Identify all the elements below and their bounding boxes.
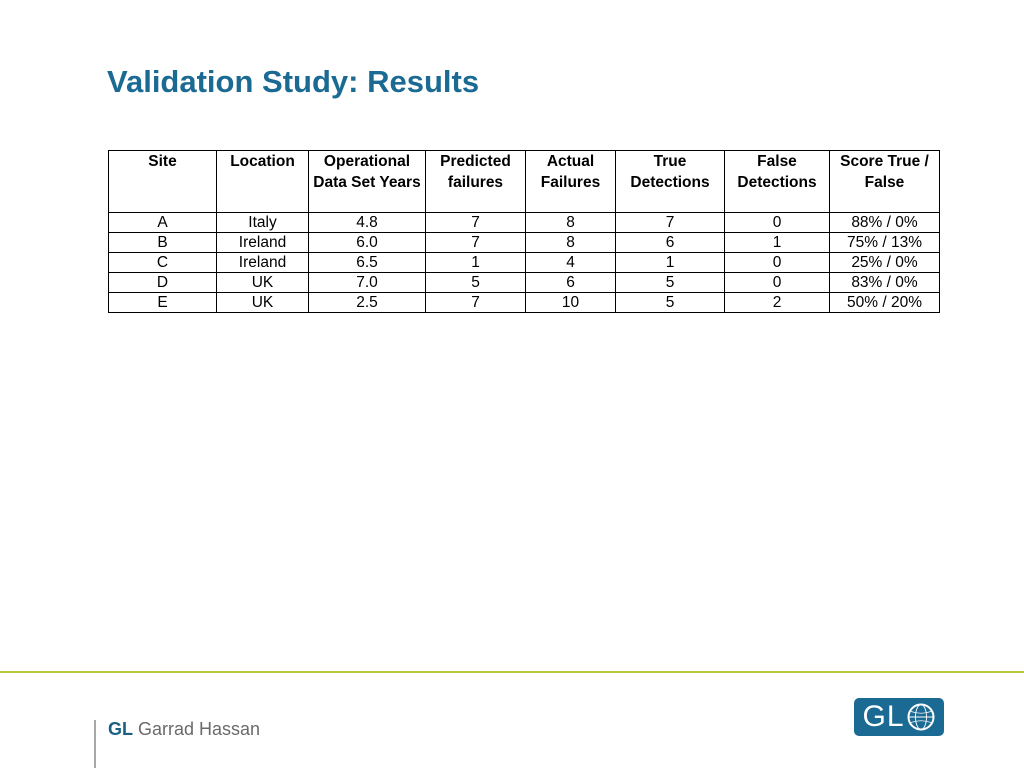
table-cell: Ireland <box>216 252 309 273</box>
table-cell: 7 <box>425 292 526 313</box>
header-location: Location <box>216 150 309 213</box>
table-cell: 4.8 <box>308 212 426 233</box>
table-cell: 0 <box>724 212 830 233</box>
footer-brand: GL Garrad Hassan <box>108 717 260 741</box>
table-row: A Italy 4.8 7 8 7 0 88% / 0% <box>108 212 940 233</box>
table-cell: 8 <box>525 212 616 233</box>
table-cell: 0 <box>724 272 830 293</box>
table-cell: 5 <box>615 272 725 293</box>
table-cell: 7 <box>425 212 526 233</box>
header-actual-failures: Actual Failures <box>525 150 616 213</box>
table-cell: 4 <box>525 252 616 273</box>
slide-title: Validation Study: Results <box>107 64 480 99</box>
table-cell: 6.5 <box>308 252 426 273</box>
table-cell: 7.0 <box>308 272 426 293</box>
table-cell: 1 <box>425 252 526 273</box>
header-site: Site <box>108 150 217 213</box>
table-cell: 6.0 <box>308 232 426 253</box>
footer-divider <box>0 671 1024 673</box>
header-predicted-failures: Predicted failures <box>425 150 526 213</box>
table-cell: 7 <box>615 212 725 233</box>
results-table: Site Location Operational Data Set Years… <box>108 150 940 313</box>
table-cell: 10 <box>525 292 616 313</box>
table-cell: Italy <box>216 212 309 233</box>
table-cell: 88% / 0% <box>829 212 940 233</box>
table-header-row: Site Location Operational Data Set Years… <box>108 150 940 213</box>
table-cell: E <box>108 292 217 313</box>
table-cell: 6 <box>615 232 725 253</box>
table-cell: D <box>108 272 217 293</box>
table-cell: 50% / 20% <box>829 292 940 313</box>
table-cell: 8 <box>525 232 616 253</box>
table-cell: 0 <box>724 252 830 273</box>
logo-letters: GL <box>862 700 905 733</box>
table-cell: 5 <box>425 272 526 293</box>
table-cell: 7 <box>425 232 526 253</box>
header-false-detections: False Detections <box>724 150 830 213</box>
table-cell: Ireland <box>216 232 309 253</box>
table-cell: 75% / 13% <box>829 232 940 253</box>
table-cell: 25% / 0% <box>829 252 940 273</box>
globe-icon <box>907 703 935 731</box>
table-cell: 6 <box>525 272 616 293</box>
header-score: Score True / False <box>829 150 940 213</box>
table-cell: C <box>108 252 217 273</box>
table-row: D UK 7.0 5 6 5 0 83% / 0% <box>108 272 940 293</box>
table-cell: 2 <box>724 292 830 313</box>
table-cell: 2.5 <box>308 292 426 313</box>
header-operational-years: Operational Data Set Years <box>308 150 426 213</box>
table-cell: A <box>108 212 217 233</box>
table-cell: 5 <box>615 292 725 313</box>
header-true-detections: True Detections <box>615 150 725 213</box>
table-row: B Ireland 6.0 7 8 6 1 75% / 13% <box>108 232 940 253</box>
table-row: C Ireland 6.5 1 4 1 0 25% / 0% <box>108 252 940 273</box>
table-cell: 1 <box>724 232 830 253</box>
table-cell: B <box>108 232 217 253</box>
gl-logo: GL <box>854 698 944 736</box>
table-cell: 1 <box>615 252 725 273</box>
footer-vertical-bar <box>94 720 96 768</box>
table-cell: UK <box>216 292 309 313</box>
brand-name: Garrad Hassan <box>138 719 261 739</box>
brand-prefix: GL <box>108 719 133 739</box>
table-cell: UK <box>216 272 309 293</box>
table-cell: 83% / 0% <box>829 272 940 293</box>
table-row: E UK 2.5 7 10 5 2 50% / 20% <box>108 292 940 313</box>
